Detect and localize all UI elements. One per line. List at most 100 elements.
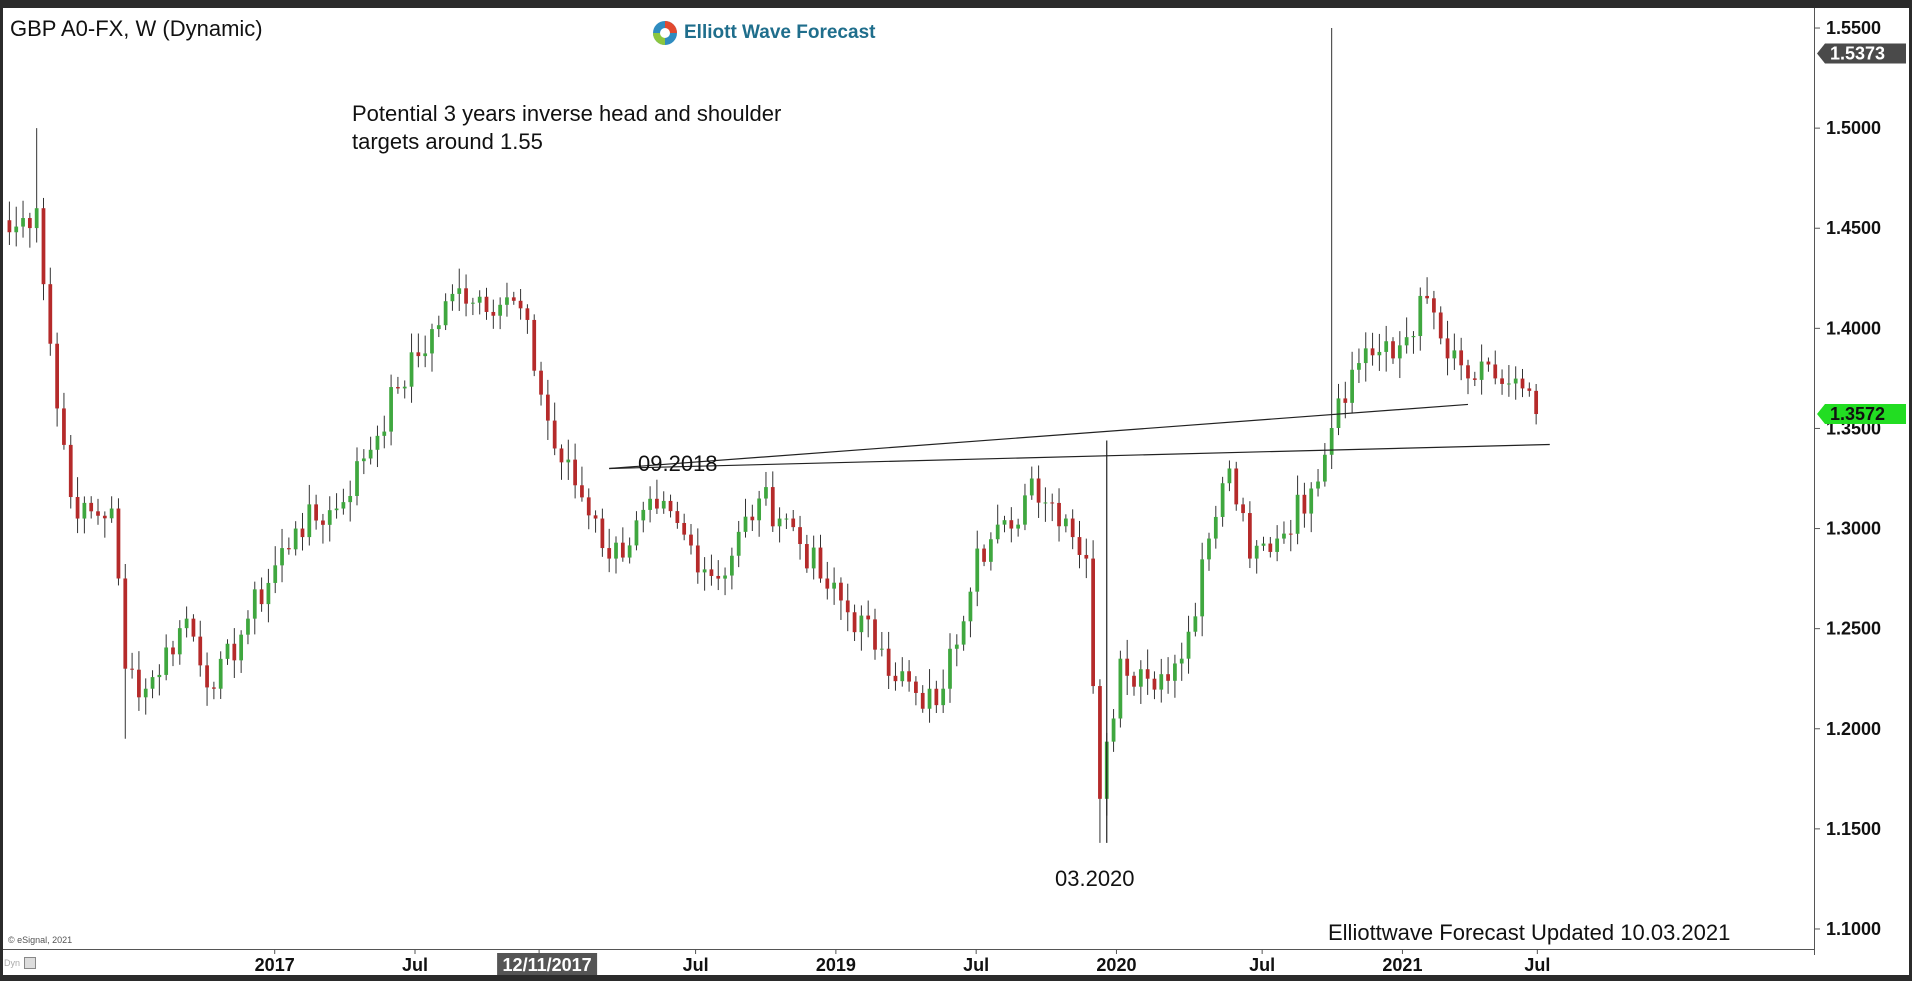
candle-body	[1425, 295, 1429, 299]
candle-body	[879, 648, 884, 650]
x-tick-label: 2020	[1096, 955, 1136, 975]
candle-body	[232, 643, 237, 661]
y-tick-label: 1.5500	[1826, 18, 1881, 38]
candle-body	[314, 504, 318, 521]
candle-body	[1336, 398, 1341, 429]
y-tick-label: 1.1500	[1826, 819, 1881, 839]
candle-body	[1002, 520, 1007, 525]
candle-body	[1384, 341, 1389, 352]
x-tick-label: Jul	[402, 955, 428, 975]
candle-body	[150, 677, 155, 689]
candle-body	[1125, 658, 1130, 676]
candle-body	[1322, 454, 1327, 482]
candle-body	[137, 669, 141, 698]
candle-body	[34, 208, 39, 229]
x-tick-label: 2017	[255, 955, 295, 975]
window-top-border	[0, 0, 1912, 8]
candle-body	[62, 408, 66, 445]
candle-body	[1357, 363, 1361, 370]
candle-body	[525, 308, 530, 320]
candle-body	[730, 555, 734, 576]
candle-body	[464, 288, 468, 304]
candle-body	[307, 504, 312, 538]
candle-body	[770, 487, 775, 527]
candle-body	[1507, 383, 1511, 385]
candle-body	[273, 565, 278, 583]
candle-body	[382, 431, 387, 436]
candle-body	[484, 296, 489, 312]
candle-body	[552, 420, 557, 449]
candle-body	[450, 293, 455, 302]
x-tick-label: Jul	[963, 955, 989, 975]
target-price-badge	[1817, 43, 1906, 64]
candle-body	[252, 589, 257, 619]
candle-body	[661, 500, 666, 509]
candle-body	[1070, 518, 1075, 538]
candle-body	[164, 647, 169, 675]
window-right-border	[1909, 0, 1912, 981]
annotation-line-2: targets around 1.55	[352, 129, 543, 154]
candle-body	[545, 394, 550, 421]
candle-body	[1227, 468, 1232, 484]
candle-body	[600, 518, 605, 549]
candle-body	[791, 518, 796, 528]
candle-body	[109, 508, 114, 519]
candle-body	[498, 304, 503, 316]
candle-body	[845, 600, 850, 613]
candle-body	[593, 515, 598, 519]
dynamic-toggle-button[interactable]: Dyn	[4, 955, 46, 971]
candle-body	[348, 495, 353, 503]
candle-body	[205, 665, 209, 688]
candle-body	[634, 520, 639, 546]
candle-body	[709, 569, 714, 576]
candle-body	[1329, 428, 1334, 455]
candle-body	[1145, 669, 1150, 679]
candle-body	[259, 589, 264, 605]
candle-body	[954, 644, 959, 649]
candle-body	[655, 498, 659, 509]
candle-body	[1452, 350, 1457, 359]
candle-body	[941, 688, 946, 706]
candle-body	[511, 297, 516, 301]
candle-body	[934, 688, 939, 706]
candle-body	[750, 516, 755, 521]
candle-body	[784, 518, 789, 520]
candle-body	[1316, 481, 1320, 489]
candle-body	[539, 370, 543, 395]
candle-body	[764, 487, 768, 499]
candle-body	[1472, 378, 1477, 380]
candle-body	[1500, 378, 1504, 384]
time-axis-divider	[3, 949, 1814, 950]
candle-body	[1343, 398, 1348, 403]
candle-body	[177, 628, 182, 655]
candle-body	[1248, 513, 1252, 559]
candle-body	[443, 301, 448, 326]
x-tick-label: Jul	[1249, 955, 1275, 975]
candle-body	[566, 459, 571, 463]
candle-body	[1282, 533, 1286, 539]
candle-body	[586, 497, 591, 516]
toggle-box-icon	[24, 957, 37, 969]
candle-body	[1166, 674, 1170, 681]
candle-body	[1288, 533, 1293, 535]
window-bottom-border	[0, 975, 1912, 981]
candle-body	[423, 353, 428, 357]
candle-body	[920, 692, 925, 709]
candle-body	[1077, 537, 1082, 555]
candle-body	[1370, 348, 1375, 356]
candle-body	[184, 618, 189, 629]
candle-body	[743, 516, 748, 532]
candle-body	[355, 461, 359, 496]
candle-body	[409, 352, 414, 387]
candle-body	[948, 648, 952, 689]
candle-body	[171, 647, 175, 655]
candle-body	[1173, 663, 1177, 681]
candle-body	[55, 343, 59, 409]
candle-body	[1009, 520, 1014, 529]
x-tick-label: Jul	[683, 955, 709, 975]
candle-body	[14, 226, 19, 233]
candle-body	[123, 578, 128, 669]
candle-body	[682, 522, 687, 535]
